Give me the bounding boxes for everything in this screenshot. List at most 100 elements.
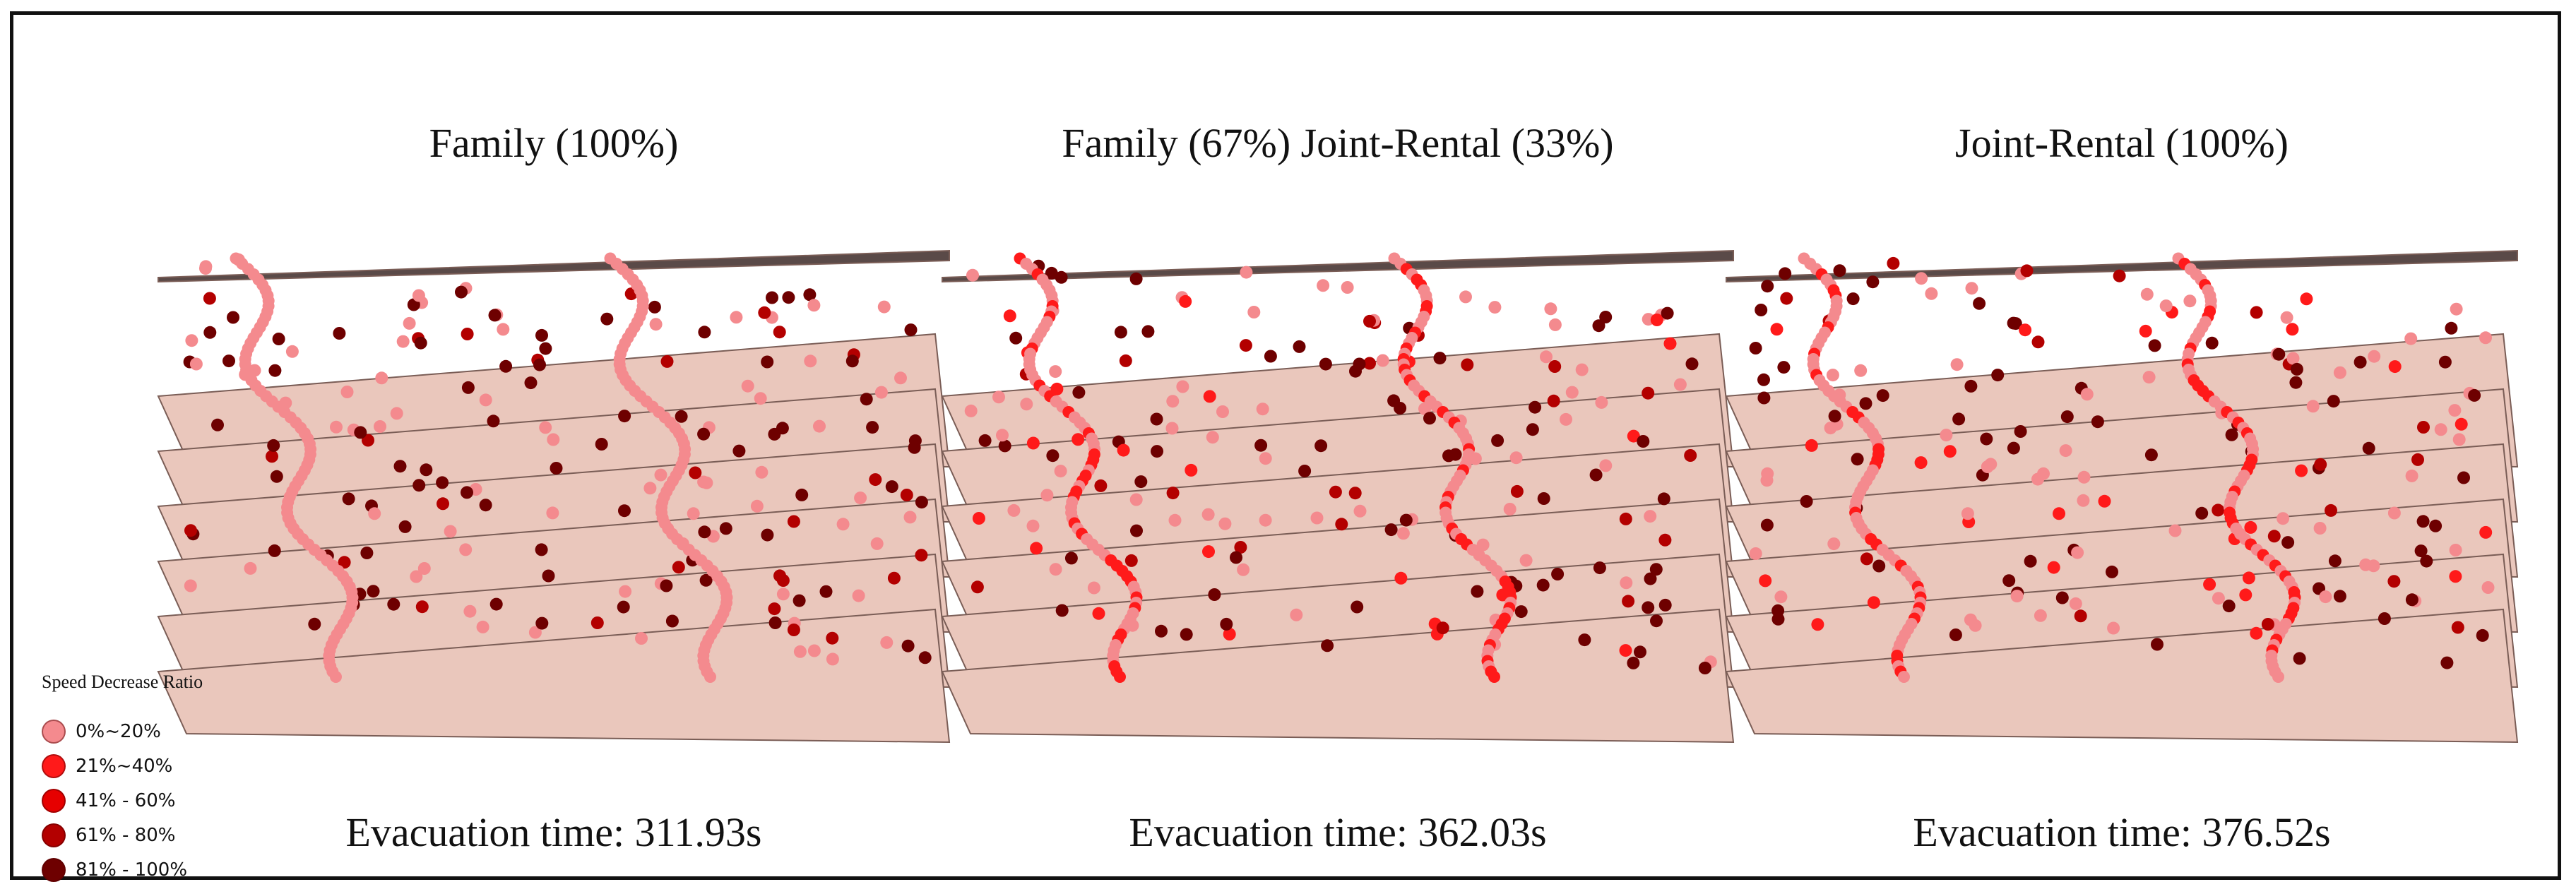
evacuee-dot [1239,339,1252,352]
evacuee-dot [2195,506,2209,520]
evacuee-dot [2225,428,2238,441]
evacuee-dot [915,496,928,509]
evacuee-dot [768,616,782,629]
evacuee-dot [2212,503,2225,517]
evacuee-dot [996,429,1009,442]
evacuee-dot [2333,366,2346,379]
evacuee-dot [2468,388,2481,402]
evacuee-dot [900,489,913,501]
legend-swatch-81-100 [42,857,66,882]
evacuee-dot [2139,324,2152,338]
evacuee-dot [1114,326,1127,339]
evacuee-dot [2037,467,2050,480]
evacuee-dot [1529,400,1542,414]
evacuee-dot [528,626,542,639]
evacuee-dot [1622,595,1635,608]
evacuee-dot [487,415,500,428]
evacuee-dot [199,260,213,273]
evacuee-dot [1471,585,1484,598]
evacuee-dot [412,479,426,492]
evacuee-dot [2250,626,2263,640]
panel-title-joint-rental: Joint-Rental (100%) [1955,120,2289,166]
evacuee-dot [1757,391,1771,405]
evacuee-dot [2007,441,2020,455]
evacuee-dot [2476,628,2489,642]
evacuee-dot [1201,508,1215,521]
evacuee-dot [1220,617,1233,631]
evacuee-dot [272,333,285,345]
evacuee-dot [866,421,879,434]
evacuation-time-family: Evacuation time: 311.93s [345,809,762,855]
evacuee-dot [2411,453,2424,466]
evacuee-dot [2071,546,2084,559]
evacuee-dot [1578,633,1591,647]
evacuee-dot [2069,597,2082,610]
evacuee-dot [972,512,985,525]
evacuee-dot [1202,545,1215,559]
evacuee-dot [1319,357,1332,371]
building-panel [1725,249,2519,744]
evacuee-dot [1771,604,1785,617]
evacuee-dot [1749,342,1762,354]
evacuee-dot [2319,590,2332,604]
evacuee-dot [244,561,257,575]
evacuee-dot [488,309,501,322]
legend-label: 0%~20% [76,720,161,742]
evacuee-dot [887,571,901,585]
evacuee-dot [1519,554,1533,567]
evacuee-dot [804,354,817,368]
evacuee-dot [730,311,743,324]
evacuee-dot [2359,558,2373,571]
evacuee-dot [1317,279,1330,292]
evacuee-dot [719,522,732,535]
evacuee-dot [697,427,711,441]
evacuee-dot [1749,547,1762,560]
evacuee-dot [826,652,839,666]
evacuee-dot [2300,292,2313,306]
evacuee-dot [1540,350,1553,364]
evacuee-dot [1256,403,1269,416]
evacuee-dot [1973,297,1986,310]
evacuee-dot [2244,520,2257,534]
evacuee-dot [1433,352,1447,365]
evacuee-dot [1826,369,1839,382]
evacuee-dot [852,589,865,602]
legend-swatch-61-80 [42,823,66,847]
evacuee-dot [1072,433,1085,446]
evacuee-dot [455,285,468,299]
evacuee-dot [901,639,915,652]
evacuee-dot [1045,266,1058,280]
evacuee-dot [2404,332,2418,345]
evacuee-dot [1805,439,1818,452]
evacuee-dot [877,300,891,314]
evacuee-dot [2010,590,2024,603]
evacuee-dot [1353,504,1367,518]
evacuee-dot [2002,574,2016,588]
evacuee-dot [1650,314,1663,326]
evacuee-dot [894,371,907,385]
evacuee-dot [367,585,380,598]
evacuee-dot [732,444,746,458]
evacuee-dot [476,620,489,633]
evacuee-dot [1223,628,1236,640]
evacuee-dot [1642,386,1655,400]
evacuee-dot [1254,439,1268,452]
evacuee-dot [874,386,888,399]
evacuee-dot [1341,281,1354,294]
evacuee-dot [2077,470,2091,484]
evacuee-dot [2328,554,2341,568]
evacuee-dot [1264,350,1277,363]
evacuee-dot [1914,456,1928,470]
evacuee-dot [497,323,510,336]
evacuee-dot [1761,280,1774,293]
evacuee-dot [2019,323,2032,337]
evacuee-dot [807,644,821,657]
evacuee-dot [1593,561,1606,575]
evacuee-dot [903,511,917,524]
evacuee-dot [1040,489,1054,502]
evacuee-dot [1800,495,1813,508]
evacuation-time-mixed: Evacuation time: 362.03s [1129,809,1547,855]
evacuee-dot [1964,613,1977,626]
evacuee-dot [1049,563,1062,576]
evacuee-dot [1860,552,1873,566]
